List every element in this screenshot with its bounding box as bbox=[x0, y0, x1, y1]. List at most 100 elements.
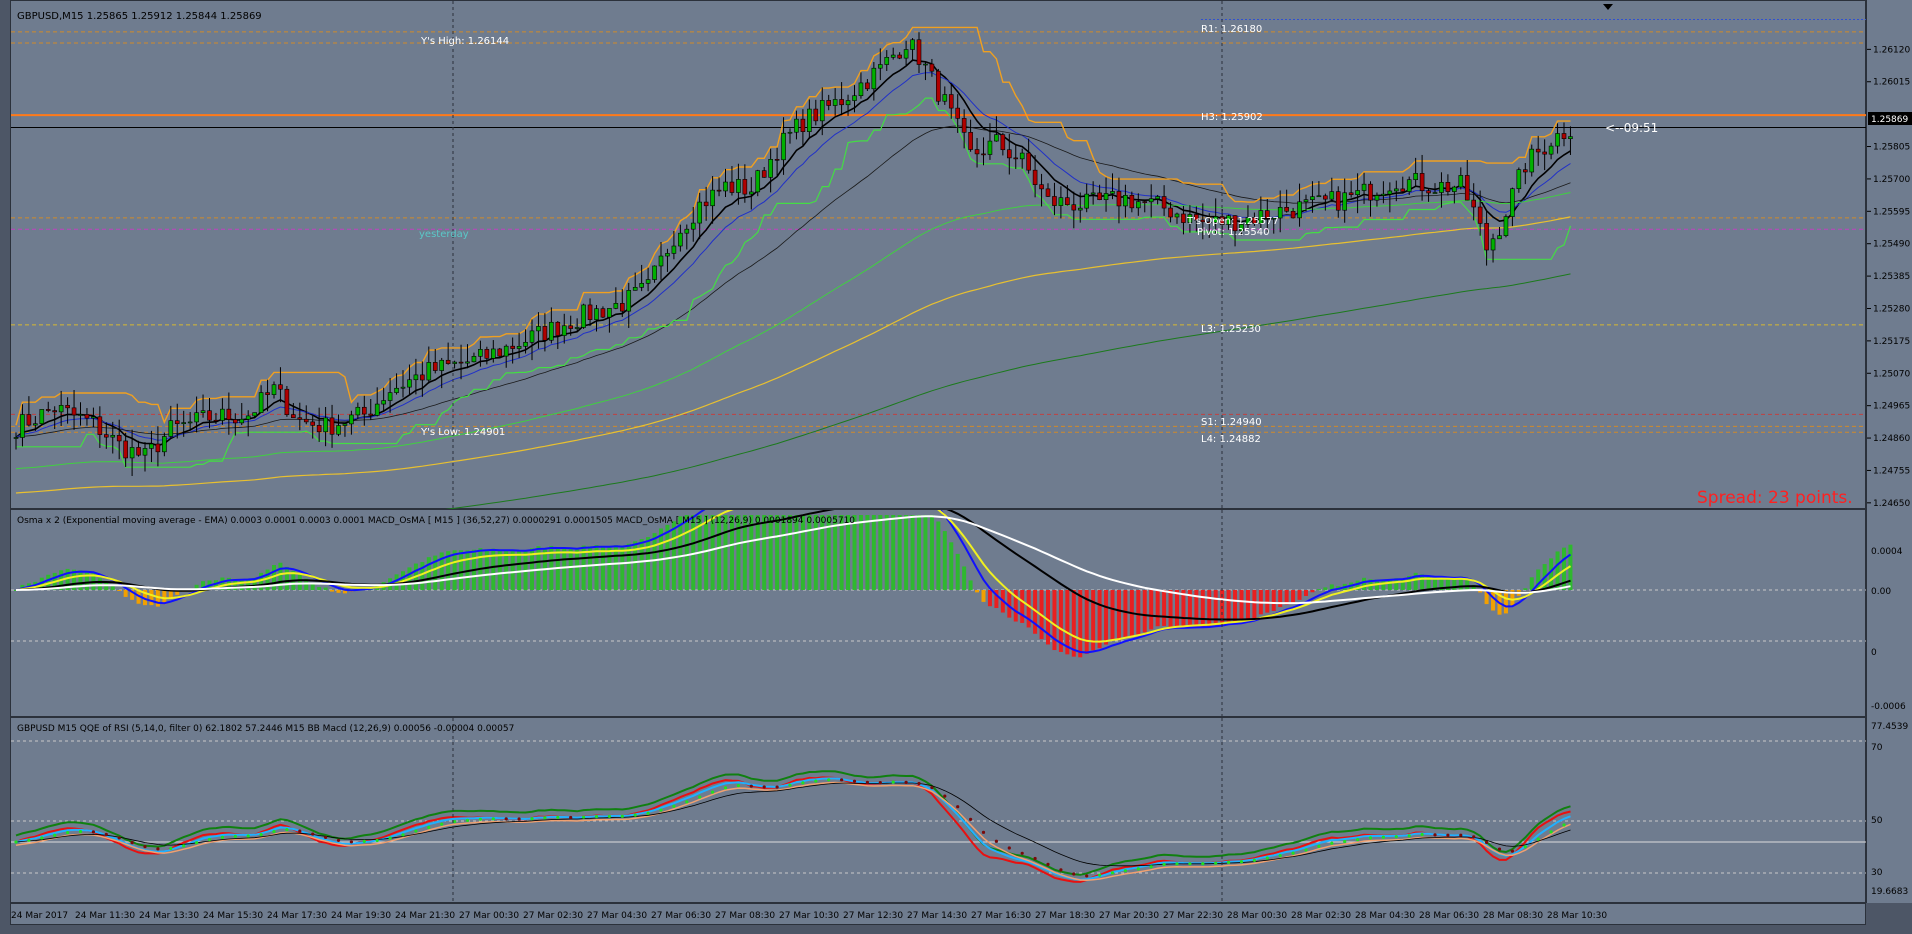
qqe-canvas[interactable]: GBPUSD M15 QQE of RSI (5,14,0, filter 0)… bbox=[11, 718, 1867, 904]
candle-body bbox=[981, 153, 986, 156]
osma-bar bbox=[607, 546, 612, 590]
candle-body bbox=[768, 159, 773, 178]
price-scale[interactable]: 1.26120 1.26015 1.25805 1.25700 1.25595 1.254… bbox=[1866, 0, 1912, 509]
price-tick: 1.24965 bbox=[1873, 402, 1910, 412]
osma-bar bbox=[929, 515, 934, 590]
osma-bar bbox=[342, 590, 347, 594]
shift-marker-icon[interactable] bbox=[1603, 4, 1613, 10]
candle-body bbox=[845, 100, 851, 106]
osma-bar bbox=[162, 590, 167, 605]
qqe-dot bbox=[969, 817, 973, 821]
osma-bar bbox=[813, 515, 818, 590]
candle-body bbox=[226, 408, 232, 420]
candle-body bbox=[729, 181, 735, 193]
price-tick: 1.25385 bbox=[1873, 272, 1910, 282]
qqe-dot bbox=[1110, 871, 1115, 875]
qqe-dot bbox=[1549, 830, 1553, 834]
candle-body bbox=[497, 348, 503, 357]
price-chart-panel[interactable]: GBPUSD,M15 1.25865 1.25912 1.25844 1.258… bbox=[10, 0, 1867, 510]
price-tick: 1.26015 bbox=[1873, 78, 1910, 88]
qqe-dot bbox=[259, 833, 263, 837]
osma-bar bbox=[1420, 574, 1425, 590]
time-tick: 28 Mar 02:30 bbox=[1291, 911, 1351, 921]
qqe-dot bbox=[723, 786, 728, 790]
candle-body bbox=[323, 417, 328, 433]
qqe-dot bbox=[311, 832, 315, 836]
candle-body bbox=[297, 417, 303, 420]
time-tick: 24 Mar 15:30 bbox=[203, 911, 263, 921]
moving-average-line bbox=[15, 125, 1571, 438]
spread-label: Spread: 23 points. bbox=[1697, 488, 1853, 508]
osma-bar bbox=[1471, 585, 1476, 590]
candle-body bbox=[523, 341, 528, 347]
osma-bar bbox=[1439, 576, 1444, 590]
qqe-dot bbox=[517, 817, 521, 821]
osma-bar bbox=[452, 550, 457, 590]
candle-body bbox=[1206, 221, 1212, 224]
osma-canvas[interactable]: Osma x 2 (Exponential moving average - E… bbox=[11, 510, 1867, 718]
osma-bar bbox=[213, 580, 218, 590]
candle-body bbox=[671, 245, 677, 254]
osma-bar bbox=[239, 579, 244, 590]
osma-bar bbox=[581, 545, 586, 590]
candle-body bbox=[1200, 219, 1206, 223]
candle-body bbox=[26, 414, 32, 426]
candle-body bbox=[1297, 201, 1302, 219]
qqe-dot bbox=[53, 833, 57, 837]
candle-body bbox=[1071, 204, 1077, 211]
candle-body bbox=[1310, 196, 1315, 200]
osma-bar bbox=[1046, 590, 1050, 645]
qqe-tick: 50 bbox=[1871, 816, 1883, 826]
osma-bar bbox=[742, 515, 747, 590]
price-chart-canvas[interactable]: GBPUSD,M15 1.25865 1.25912 1.25844 1.258… bbox=[11, 1, 1867, 510]
moving-average-line bbox=[15, 216, 1571, 494]
candle-body bbox=[645, 279, 651, 284]
candle-body bbox=[690, 222, 696, 230]
osma-bar bbox=[594, 545, 599, 590]
qqe-dot bbox=[1368, 836, 1373, 840]
qqe-dot bbox=[956, 805, 960, 809]
time-tick: 28 Mar 08:30 bbox=[1483, 911, 1543, 921]
qqe-dot bbox=[672, 804, 676, 808]
osma-bar bbox=[517, 550, 522, 590]
osma-bar bbox=[588, 546, 593, 590]
qqe-indicator-panel[interactable]: GBPUSD M15 QQE of RSI (5,14,0, filter 0)… bbox=[10, 717, 1867, 904]
qqe-dot bbox=[349, 840, 353, 844]
qqe-dot bbox=[336, 838, 341, 843]
qqe-dot bbox=[156, 847, 160, 851]
qqe-dot bbox=[1330, 841, 1334, 845]
candles bbox=[13, 32, 1573, 476]
candle-body bbox=[465, 361, 470, 364]
osma-bar bbox=[484, 549, 489, 590]
osma-bar bbox=[1200, 590, 1205, 628]
candle-body bbox=[1387, 190, 1393, 195]
qqe-dot bbox=[1291, 851, 1295, 855]
osma-header: Osma x 2 (Exponential moving average - E… bbox=[17, 516, 855, 526]
osma-bar bbox=[884, 515, 889, 590]
qqe-dot bbox=[1536, 837, 1540, 841]
osma-signal-line bbox=[15, 510, 1572, 654]
osma-bar bbox=[1407, 575, 1412, 590]
candle-body bbox=[284, 388, 290, 415]
osma-bar bbox=[949, 542, 954, 590]
candle-body bbox=[129, 447, 135, 459]
candle-body bbox=[819, 100, 825, 122]
osma-bar bbox=[39, 577, 44, 590]
candle-body bbox=[613, 303, 619, 309]
qqe-dot bbox=[1562, 823, 1566, 827]
osma-indicator-panel[interactable]: Osma x 2 (Exponential moving average - E… bbox=[10, 509, 1867, 718]
qqe-dot bbox=[27, 838, 31, 842]
qqe-dot bbox=[1317, 844, 1321, 848]
qqe-dot bbox=[1510, 849, 1514, 853]
candle-body bbox=[1529, 148, 1535, 173]
qqe-dot bbox=[1227, 860, 1231, 864]
osma-bar bbox=[1568, 544, 1573, 590]
qqe-dot bbox=[324, 835, 328, 839]
candle-body bbox=[1548, 145, 1554, 155]
h3-label: H3: 1.25902 bbox=[1201, 112, 1263, 123]
osma-bar bbox=[1239, 590, 1244, 623]
price-tick: 1.24755 bbox=[1873, 466, 1910, 476]
candle-body bbox=[826, 100, 832, 106]
osma-bar bbox=[749, 515, 754, 590]
